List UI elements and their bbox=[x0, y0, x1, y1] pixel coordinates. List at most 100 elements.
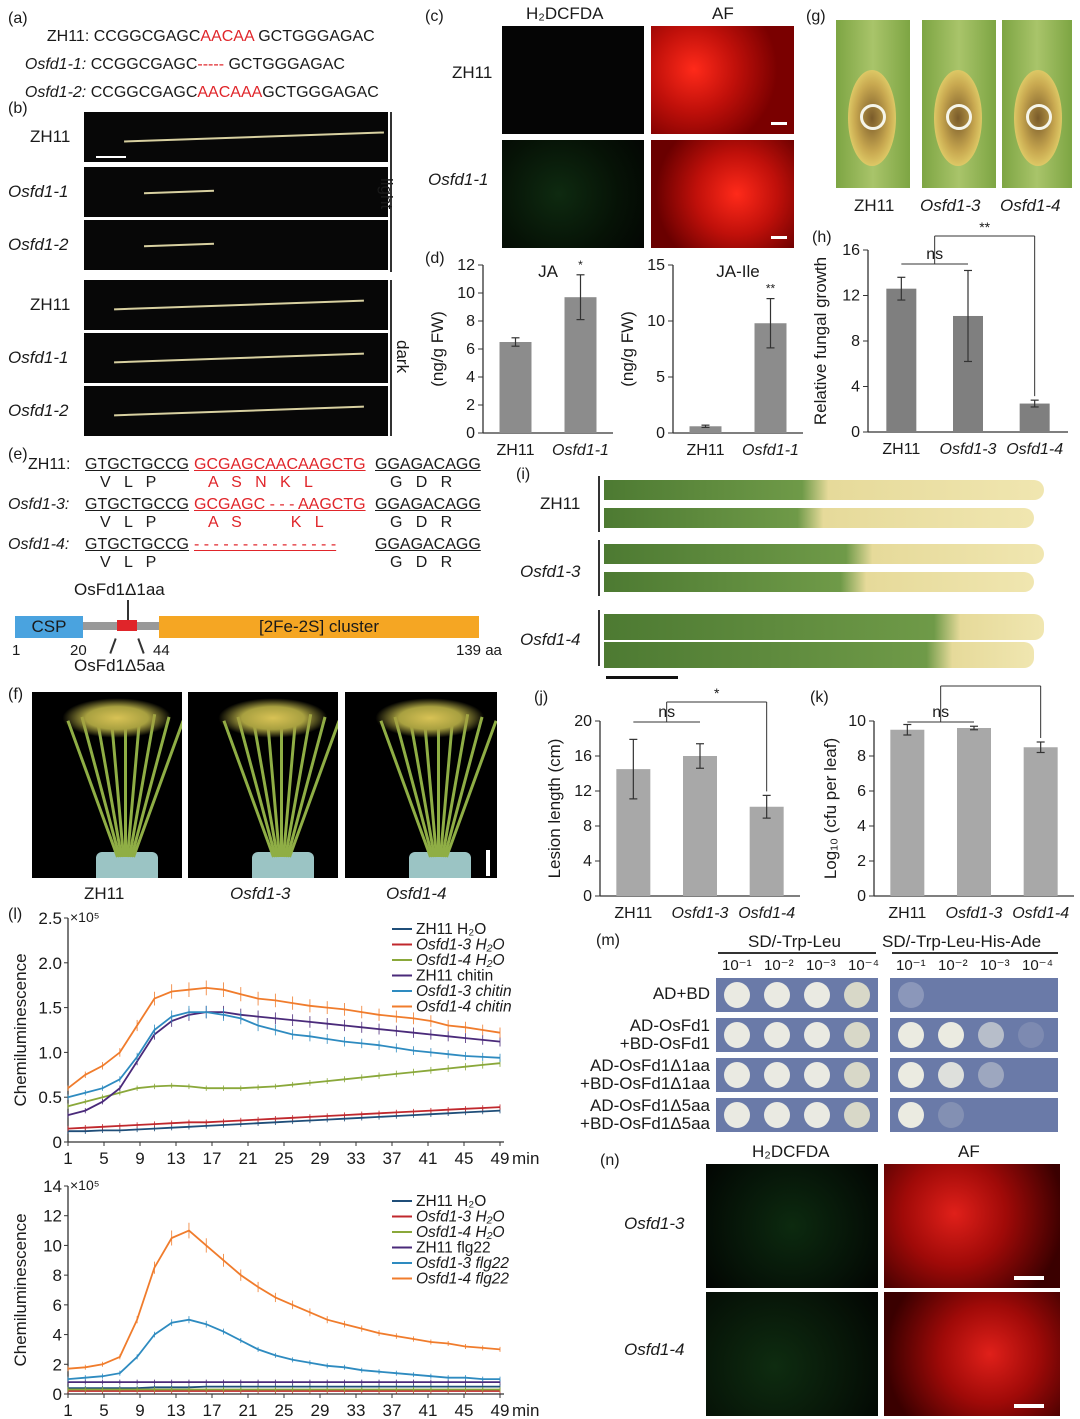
seedling-root bbox=[124, 131, 384, 143]
panel-d-tag: (d) bbox=[425, 250, 445, 267]
bar bbox=[749, 806, 784, 896]
y-tick-label: 12 bbox=[574, 783, 592, 800]
plant-image bbox=[32, 692, 182, 878]
legend-label: ZH11 H₂O bbox=[416, 921, 486, 938]
plate-strip bbox=[890, 1098, 1058, 1132]
chart-title: JA bbox=[538, 262, 559, 281]
x-tick-label: 37 bbox=[383, 1401, 402, 1419]
y-tick-label: 6 bbox=[466, 341, 475, 358]
amino-acids: G D R bbox=[390, 474, 453, 491]
seedling-image bbox=[84, 220, 388, 270]
plant-stem bbox=[124, 712, 127, 857]
scale-bar bbox=[486, 850, 490, 876]
c-image-osfd1-1-af bbox=[651, 140, 794, 248]
dark-label: dark bbox=[393, 340, 412, 374]
codon-seq: GGAGACAGG bbox=[375, 456, 481, 473]
seedling-image bbox=[84, 280, 388, 330]
seedling-image bbox=[84, 333, 388, 383]
series-line bbox=[67, 986, 501, 1089]
y-tick-label: 1.0 bbox=[38, 1043, 62, 1062]
chart-k: 0 2 4 6 8 10 ZH11 Osfd1-3 Osfd1-4 Log₁₀ (cfu per … bbox=[810, 680, 1074, 920]
legend-label: Osfd1-3 H₂O bbox=[416, 1209, 505, 1226]
x-tick-label: 5 bbox=[99, 1149, 108, 1168]
yeast-colony bbox=[1018, 1022, 1044, 1048]
y-tick-label: 2.0 bbox=[38, 954, 62, 973]
bar bbox=[886, 288, 917, 432]
plant-label: Osfd1-3 bbox=[230, 884, 291, 903]
x-unit-label: min bbox=[512, 1149, 539, 1168]
label-delta1aa: OsFd1Δ1aa bbox=[74, 580, 165, 599]
x-tick-label: 21 bbox=[239, 1401, 258, 1419]
y-tick-label: 5 bbox=[656, 369, 665, 386]
seedling-label: Osfd1-2 bbox=[8, 401, 69, 420]
x-tick-label: ZH11 bbox=[888, 905, 926, 920]
y-axis-label: Relative fungal growth bbox=[811, 257, 830, 425]
media-label: SD/-Trp-Leu-His-Ade bbox=[882, 932, 1042, 951]
series-line bbox=[68, 1109, 501, 1133]
seq-row-zh11: ZH11: CCGGCGAGCAACAA GCTGGGAGAC bbox=[46, 28, 375, 45]
construct-label: AD-OsFd1Δ5aa bbox=[589, 1096, 710, 1115]
n-row-osfd1-3: Osfd1-3 bbox=[624, 1214, 685, 1233]
leaf-image bbox=[604, 544, 1044, 564]
x-tick-label: Osfd1-4 bbox=[1006, 441, 1063, 458]
x-tick-label: 9 bbox=[135, 1401, 144, 1419]
n-col-h2dcfda: H₂DCFDA bbox=[752, 1142, 830, 1161]
legend-label: ZH11 H₂O bbox=[416, 1193, 486, 1210]
c-col-af: AF bbox=[712, 4, 734, 23]
leaf-image bbox=[604, 614, 1044, 640]
codon-seq: GTGCTGCCG bbox=[85, 456, 189, 473]
codon-seq-highlight: GCGAGCAACAAGCTG bbox=[194, 456, 366, 473]
legend-label: Osfd1-4 chitin bbox=[416, 999, 512, 1016]
y-axis-label: Chemiluminescence bbox=[11, 1213, 30, 1366]
yeast-colony bbox=[938, 1102, 964, 1128]
seedling-root bbox=[114, 405, 364, 417]
seq-label: ZH11: bbox=[46, 28, 90, 45]
c-image-osfd1-1-dcfda bbox=[502, 140, 644, 248]
y-tick-label: 10 bbox=[43, 1236, 62, 1255]
amino-acids: V L P bbox=[100, 554, 157, 571]
deletion-site bbox=[117, 620, 137, 631]
seq-row-osfd1-1: Osfd1-1: CCGGCGAGC----- GCTGGGAGAC bbox=[24, 56, 345, 73]
media-bracket bbox=[892, 952, 1058, 954]
dilution-label: 10⁻² bbox=[764, 957, 794, 974]
inoculation-ring bbox=[860, 104, 886, 130]
x-tick-label: 1 bbox=[63, 1149, 72, 1168]
plate-strip bbox=[716, 1098, 878, 1132]
pointer-line bbox=[109, 638, 117, 654]
y-tick-label: 4 bbox=[53, 1326, 62, 1345]
dilution-label: 10⁻² bbox=[938, 957, 968, 974]
panel-l-tag: (l) bbox=[8, 906, 23, 923]
leaf-image bbox=[604, 480, 1044, 500]
y-exponent: ×10⁵ bbox=[70, 1177, 100, 1193]
pos-20: 20 bbox=[70, 642, 87, 659]
scale-bar bbox=[96, 156, 126, 158]
codon-seq: GTGCTGCCG bbox=[85, 496, 189, 513]
x-tick-label: 49 bbox=[491, 1401, 510, 1419]
y-tick-label: 12 bbox=[842, 288, 860, 305]
plate-strip bbox=[716, 1058, 878, 1092]
chart-l-flg22: 0 2 4 6 8 10 12 14 1 5 9 13 17 21 25 29 33 37 41 45 49 min ×10… bbox=[11, 1177, 539, 1419]
y-tick-label: 4 bbox=[466, 369, 475, 386]
panel-j-tag: (j) bbox=[534, 689, 548, 706]
x-tick-label: 25 bbox=[275, 1149, 294, 1168]
seedling-image bbox=[84, 386, 388, 436]
x-tick-label: 41 bbox=[419, 1149, 438, 1168]
panel-f-tag: (f) bbox=[8, 686, 24, 703]
seedling-root bbox=[114, 352, 364, 364]
panicles bbox=[62, 698, 172, 738]
plant-image bbox=[345, 692, 497, 878]
legend-label: Osfd1-4 H₂O bbox=[416, 952, 505, 969]
construct-label: +BD-OsFd1Δ5aa bbox=[580, 1114, 710, 1133]
yeast-colony bbox=[938, 1062, 964, 1088]
y-tick-label: 14 bbox=[43, 1177, 62, 1196]
chart-d-ja: 0 2 4 6 8 10 12 ZH11 Osfd1-1 JA * (ng/g FW) bbox=[428, 257, 613, 459]
x-tick-label: 17 bbox=[203, 1149, 222, 1168]
seedling-label: Osfd1-1 bbox=[8, 182, 69, 201]
bar bbox=[499, 342, 532, 433]
panel-e-tag: (e) bbox=[8, 446, 28, 463]
significance-marker: * bbox=[714, 685, 720, 701]
x-tick-label: ZH11 bbox=[882, 441, 920, 458]
leaf-label: Osfd1-4 bbox=[1000, 196, 1061, 215]
plate-strip bbox=[890, 978, 1058, 1012]
bracket-light bbox=[390, 112, 392, 272]
